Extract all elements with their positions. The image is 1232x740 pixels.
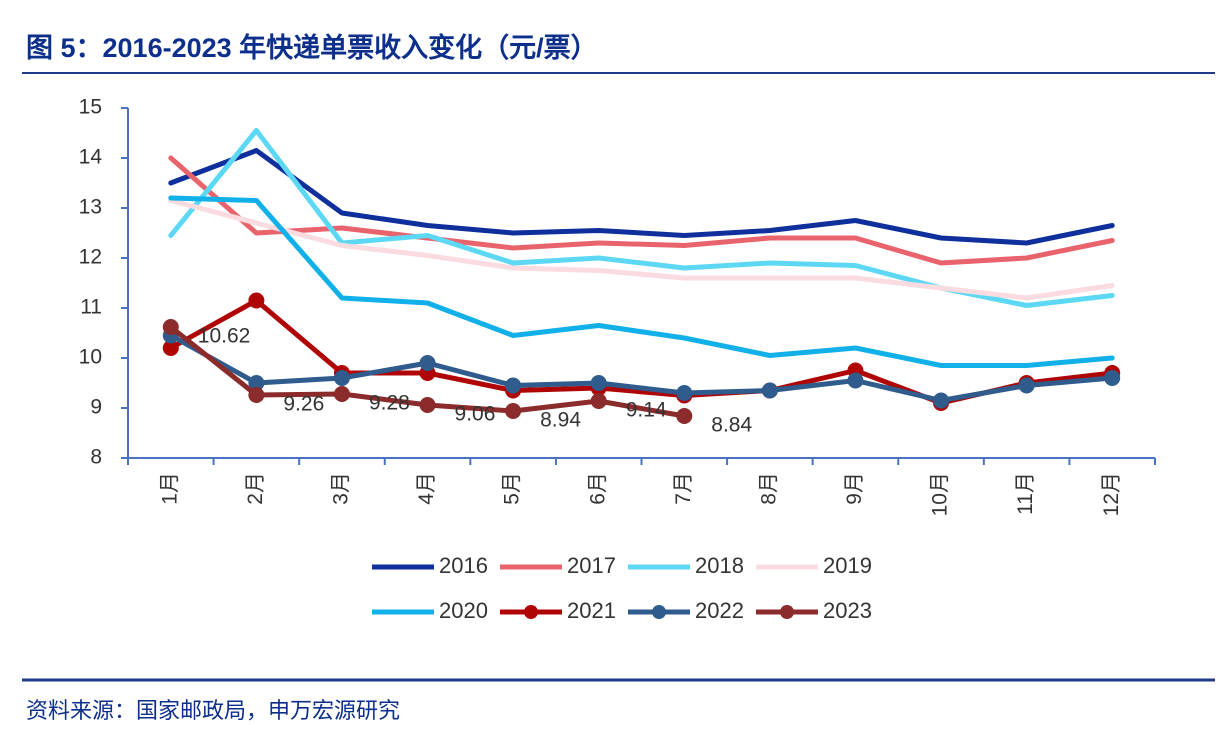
point xyxy=(847,372,864,389)
point xyxy=(162,340,179,356)
point xyxy=(248,375,265,391)
legend-marker xyxy=(780,605,794,619)
x-tick-label: 3月 xyxy=(330,472,353,505)
series-line xyxy=(168,198,1115,301)
x-tick-label: 6月 xyxy=(586,472,609,505)
point xyxy=(590,393,607,409)
y-tick-label: 14 xyxy=(79,146,103,169)
data-label: 9.14 xyxy=(626,399,667,422)
point xyxy=(419,355,436,371)
legend-label: 2021 xyxy=(567,598,616,623)
x-tick-label: 12月 xyxy=(1100,472,1123,516)
point xyxy=(248,387,265,403)
point xyxy=(419,397,436,413)
x-tick-label: 10月 xyxy=(929,472,952,516)
point xyxy=(1104,370,1121,386)
y-tick-label: 13 xyxy=(79,196,102,219)
y-tick-label: 10 xyxy=(79,346,102,369)
x-tick-label: 5月 xyxy=(501,472,524,505)
y-tick-label: 11 xyxy=(80,296,102,319)
series-line xyxy=(168,155,1115,266)
chart-title: 图 5：2016-2023 年快递单票收入变化（元/票） xyxy=(26,32,598,63)
point xyxy=(676,385,693,401)
point xyxy=(933,392,950,409)
point xyxy=(505,403,522,419)
series-line xyxy=(168,128,1115,308)
point xyxy=(1018,377,1035,394)
data-label: 9.26 xyxy=(283,393,324,416)
legend-label: 2022 xyxy=(695,598,744,623)
legend-label: 2023 xyxy=(823,598,872,623)
point xyxy=(248,292,265,309)
x-tick-label: 2月 xyxy=(244,472,267,505)
series-line xyxy=(168,195,1115,368)
series-line xyxy=(168,333,1115,403)
y-tick-label: 8 xyxy=(90,446,102,469)
point xyxy=(590,375,607,391)
x-tick-label: 4月 xyxy=(415,472,438,505)
legend-label: 2016 xyxy=(439,553,488,578)
point xyxy=(761,382,778,399)
x-tick-label: 8月 xyxy=(757,472,780,505)
point xyxy=(333,386,350,402)
x-tick-label: 1月 xyxy=(158,472,181,505)
x-tick-label: 9月 xyxy=(843,472,866,505)
x-tick-label: 11月 xyxy=(1014,472,1037,515)
point xyxy=(676,408,693,424)
data-label: 10.62 xyxy=(198,325,251,348)
legend-marker xyxy=(652,605,666,619)
y-tick-label: 12 xyxy=(79,246,102,269)
data-label: 9.06 xyxy=(455,403,496,426)
y-tick-label: 9 xyxy=(90,396,102,419)
point xyxy=(162,319,179,335)
y-tick-label: 15 xyxy=(79,96,102,119)
legend-marker xyxy=(524,605,538,619)
x-tick-label: 7月 xyxy=(672,472,695,505)
legend-label: 2018 xyxy=(695,553,744,578)
legend-label: 2019 xyxy=(823,553,872,578)
source-note: 资料来源：国家邮政局，申万宏源研究 xyxy=(26,698,400,723)
data-label: 8.94 xyxy=(540,409,581,432)
legend-label: 2017 xyxy=(567,553,616,578)
data-label: 9.28 xyxy=(369,392,410,415)
legend-label: 2020 xyxy=(439,598,488,623)
data-label: 8.84 xyxy=(711,414,752,437)
series-line xyxy=(168,148,1115,246)
point xyxy=(505,377,522,394)
point xyxy=(333,370,350,386)
